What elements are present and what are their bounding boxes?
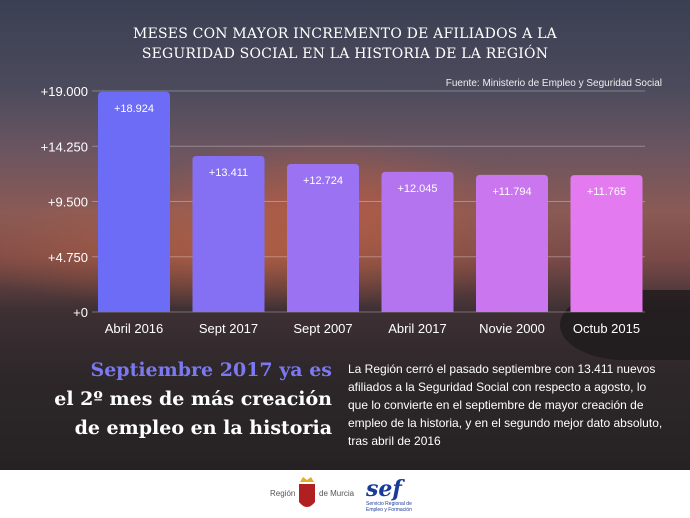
bar [381, 171, 454, 312]
chart-title-line-1: MESES CON MAYOR INCREMENTO DE AFILIADOS … [133, 26, 557, 42]
chart-source: Fuente: Ministerio de Empleo y Seguridad… [445, 78, 662, 89]
y-tick-label: +19.000 [41, 84, 88, 99]
bar-chart: +0 +4.750 +9.500 +14.250 +19.000 +18.924 Abril… [41, 84, 643, 336]
x-tick-label: Abril 2016 [105, 321, 164, 336]
x-tick-label: Novie 2000 [479, 321, 545, 336]
headline-line-2: el 2º mes de más creación [54, 388, 332, 410]
y-tick-label: +9.500 [48, 195, 88, 210]
y-tick-label: +4.750 [48, 250, 88, 265]
murcia-coat-of-arms-icon [299, 477, 315, 507]
body-text: La Región cerró el pasado septiembre con… [348, 362, 663, 448]
bar [476, 174, 548, 312]
bar [287, 163, 359, 312]
logo-region-left: Región [270, 489, 296, 498]
bar [570, 175, 643, 312]
data-label: +11.794 [492, 186, 531, 198]
x-tick-label: Sept 2007 [293, 321, 352, 336]
y-tick-label: +0 [73, 305, 88, 320]
logo-region-right: de Murcia [319, 489, 355, 498]
x-tick-label: Abril 2017 [388, 321, 447, 336]
data-label: +11.765 [587, 186, 626, 198]
y-tick-label: +14.250 [41, 139, 88, 154]
x-tick-label: Octub 2015 [573, 321, 640, 336]
sef-logo-subtitle: Servicio Regional de Empleo y Formación [366, 501, 412, 513]
data-label: +18.924 [114, 103, 154, 115]
headline: Septiembre 2017 ya es el 2º mes de más c… [20, 356, 332, 443]
data-label: +13.411 [209, 167, 248, 179]
data-label: +12.045 [397, 183, 437, 195]
chart-title-line-2: SEGURIDAD SOCIAL EN LA HISTORIA DE LA RE… [141, 46, 549, 62]
bar [98, 91, 170, 312]
headline-line-3: de empleo en la historia [74, 417, 332, 439]
x-tick-label: Sept 2017 [199, 321, 258, 336]
sef-logo: sef [366, 476, 402, 502]
bar [192, 156, 265, 312]
headline-highlight: Septiembre 2017 ya es [90, 359, 332, 381]
data-label: +12.724 [303, 175, 343, 187]
footer: Región de Murcia sef Servicio Regional d… [0, 470, 690, 518]
